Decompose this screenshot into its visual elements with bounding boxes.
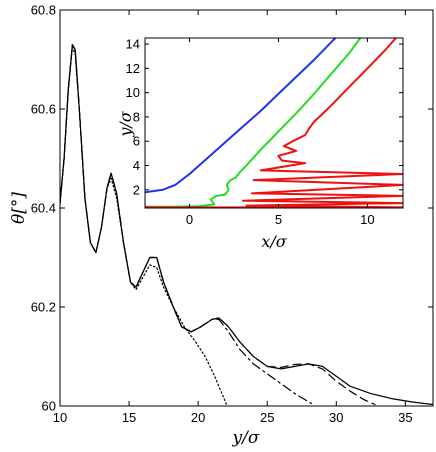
main-series-3-line [60,46,228,406]
inset-y-tick-label: 6 [133,134,140,149]
inset-series-1-line [145,38,362,208]
main-y-tick-label: 60.4 [31,201,56,216]
inset-x-axis-label: x/σ [261,232,287,251]
main-series-1-line [60,44,376,406]
inset-x-tick-label: 10 [360,212,374,227]
inset-x-tick-label: 5 [275,212,282,227]
inset-chart: 0 5 10 2 4 6 8 10 12 14 x/σ y/σ [116,37,404,251]
inset-background [145,38,403,208]
inset-series-2-line [145,38,403,208]
main-x-tick-label: 25 [260,410,274,425]
inset-ticks: 0 5 10 2 4 6 8 10 12 14 [126,37,403,227]
inset-y-tick-label: 12 [126,61,140,76]
main-series-group [60,44,433,406]
main-y-tick-label: 60.8 [31,3,56,18]
main-y-tick-label: 60.2 [31,300,56,315]
main-x-tick-label: 15 [122,410,136,425]
inset-y-tick-label: 2 [133,182,140,197]
main-x-tick-label: 30 [329,410,343,425]
main-y-axis-label: θ[°] [9,192,29,224]
inset-x-tick-label: 0 [186,212,193,227]
inset-plot-frame [144,37,404,209]
inset-y-tick-label: 8 [133,109,140,124]
main-x-tick-label: 10 [53,410,67,425]
inset-y-axis-label: y/σ [116,110,135,137]
inset-y-tick-label: 14 [126,37,140,52]
main-x-axis-label: y/σ [232,428,260,448]
inset-series-0-line [145,38,337,194]
main-x-tick-label: 35 [398,410,412,425]
main-y-tick-label: 60.6 [31,102,56,117]
main-x-tick-label: 20 [191,410,205,425]
main-y-tick-label: 60 [42,399,56,414]
inset-y-tick-label: 10 [126,85,140,100]
inset-y-tick-label: 4 [133,158,140,173]
inset-series-group [145,38,403,208]
